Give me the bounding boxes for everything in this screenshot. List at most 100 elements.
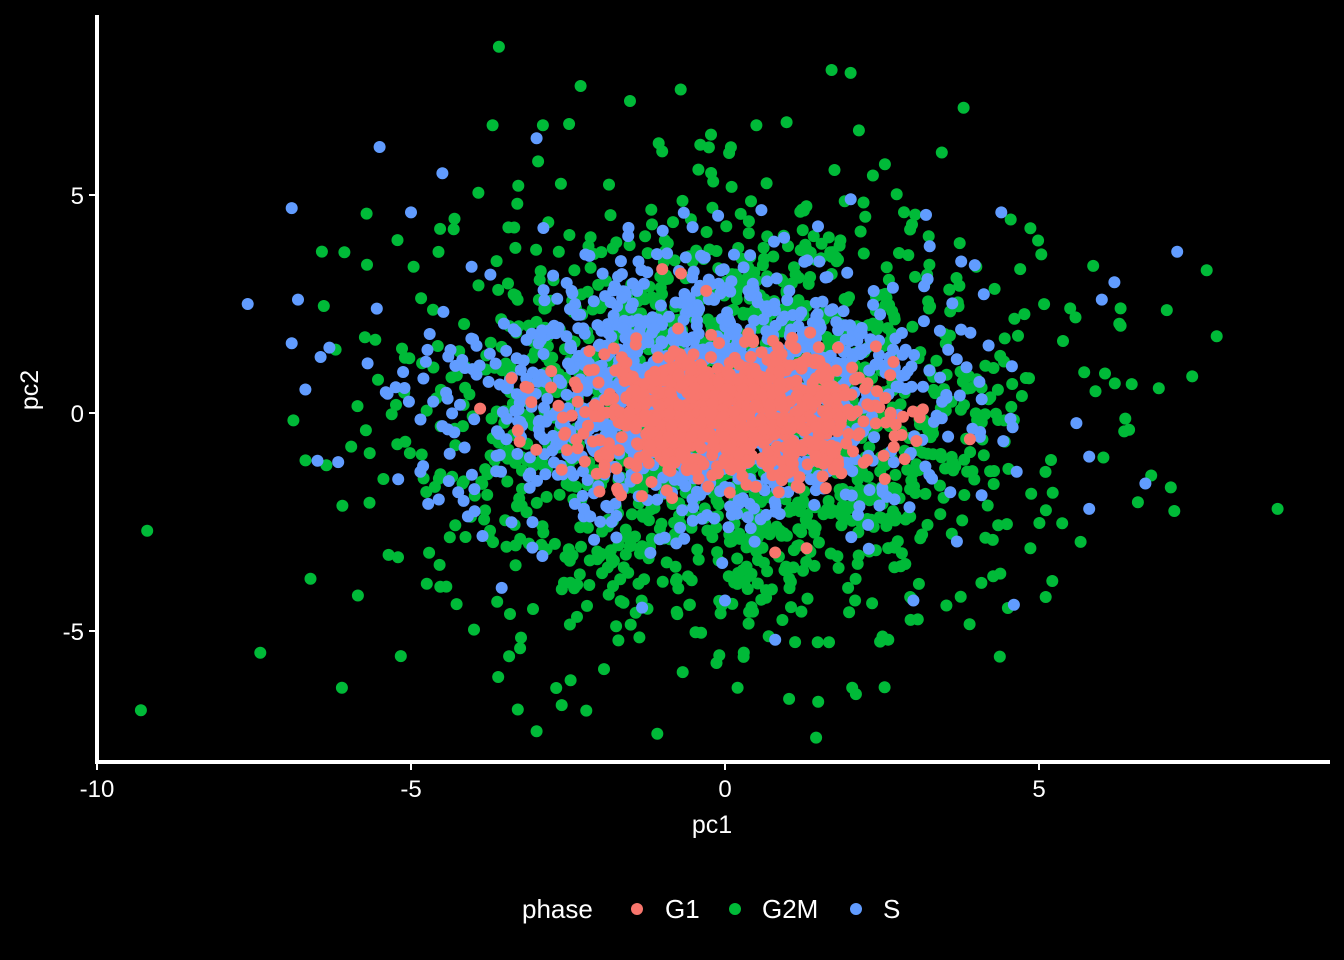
point-g2m (607, 580, 619, 593)
point-g2m (916, 528, 929, 541)
point-g2m (807, 230, 820, 243)
point-s (995, 206, 1008, 219)
point-g2m (1200, 264, 1213, 277)
point-g2m (792, 496, 804, 509)
point-s (526, 516, 539, 529)
point-g1 (615, 431, 628, 444)
point-s (574, 308, 587, 321)
point-g2m (487, 536, 499, 549)
point-s (465, 260, 478, 273)
point-g2m (720, 220, 733, 233)
point-g2m (776, 614, 789, 626)
point-s (602, 501, 615, 514)
point-g2m (924, 300, 937, 313)
point-s (760, 508, 773, 521)
point-s (934, 371, 947, 384)
point-s (674, 474, 687, 487)
point-s (511, 447, 524, 460)
ticks: -10 -5 0 5 -5 0 5 (63, 183, 1046, 803)
point-g2m (898, 206, 910, 219)
point-s (920, 208, 932, 221)
point-g2m (977, 449, 990, 462)
point-g1 (579, 406, 592, 418)
point-g1 (667, 345, 680, 358)
point-g1 (697, 428, 710, 441)
point-s (975, 393, 988, 406)
point-g1 (511, 424, 524, 437)
point-g2m (685, 574, 698, 587)
point-g2m (509, 559, 522, 572)
point-s (241, 298, 254, 310)
point-g2m (902, 249, 915, 262)
point-g2m (1024, 542, 1037, 555)
point-g2m (501, 475, 514, 488)
point-g2m (683, 598, 696, 611)
point-g2m (563, 618, 576, 631)
point-g2m (1099, 367, 1111, 380)
y-axis-title: pc2 (16, 370, 44, 410)
point-g2m (987, 478, 1000, 490)
point-s (862, 542, 875, 555)
point-s (719, 594, 731, 607)
point-g2m (536, 520, 549, 533)
point-g2m (641, 247, 654, 260)
point-g2m (894, 398, 907, 411)
point-s (587, 295, 600, 308)
point-s (950, 535, 963, 548)
point-g1 (545, 365, 558, 378)
point-g2m (988, 282, 1001, 295)
point-g2m (945, 450, 958, 463)
point-g1 (648, 365, 661, 378)
point-s (887, 456, 900, 469)
point-g1 (871, 385, 883, 398)
point-g2m (1186, 370, 1199, 383)
point-s (730, 323, 743, 335)
point-g2m (490, 255, 503, 268)
point-s (694, 488, 707, 501)
point-g1 (675, 267, 687, 280)
point-g2m (958, 453, 971, 466)
point-g2m (866, 169, 879, 182)
point-g2m (646, 218, 658, 231)
point-g2m (358, 331, 371, 344)
point-s (804, 473, 817, 486)
point-s (520, 333, 533, 346)
point-g1 (723, 417, 736, 430)
point-s (950, 353, 963, 366)
point-g2m (694, 138, 707, 151)
point-s (495, 581, 508, 594)
point-g1 (598, 348, 611, 361)
point-s (497, 317, 510, 330)
point-s (467, 333, 480, 346)
point-g1 (688, 382, 701, 394)
point-s (944, 486, 957, 499)
point-g1 (626, 370, 639, 383)
point-s (813, 317, 826, 330)
point-g1 (713, 337, 725, 349)
point-s (761, 275, 774, 288)
point-s (682, 302, 694, 315)
point-g1 (663, 407, 676, 420)
point-g2m (722, 570, 735, 583)
point-s (436, 167, 449, 180)
point-g2m (668, 254, 681, 267)
point-g1 (724, 463, 737, 476)
point-g2m (633, 631, 646, 644)
point-g2m (760, 177, 773, 190)
point-g2m (336, 499, 349, 512)
point-s (863, 484, 876, 496)
point-g2m (1008, 312, 1021, 325)
point-g1 (913, 411, 926, 424)
point-s (517, 354, 530, 367)
point-s (584, 376, 596, 389)
point-g2m (745, 601, 758, 614)
point-s (588, 533, 601, 546)
point-g1 (623, 406, 636, 418)
point-s (437, 305, 450, 318)
point-s (605, 515, 618, 528)
point-g2m (1025, 487, 1038, 500)
point-g2m (459, 531, 472, 543)
point-g1 (592, 376, 605, 389)
point-s (560, 277, 573, 289)
point-s (968, 259, 981, 272)
